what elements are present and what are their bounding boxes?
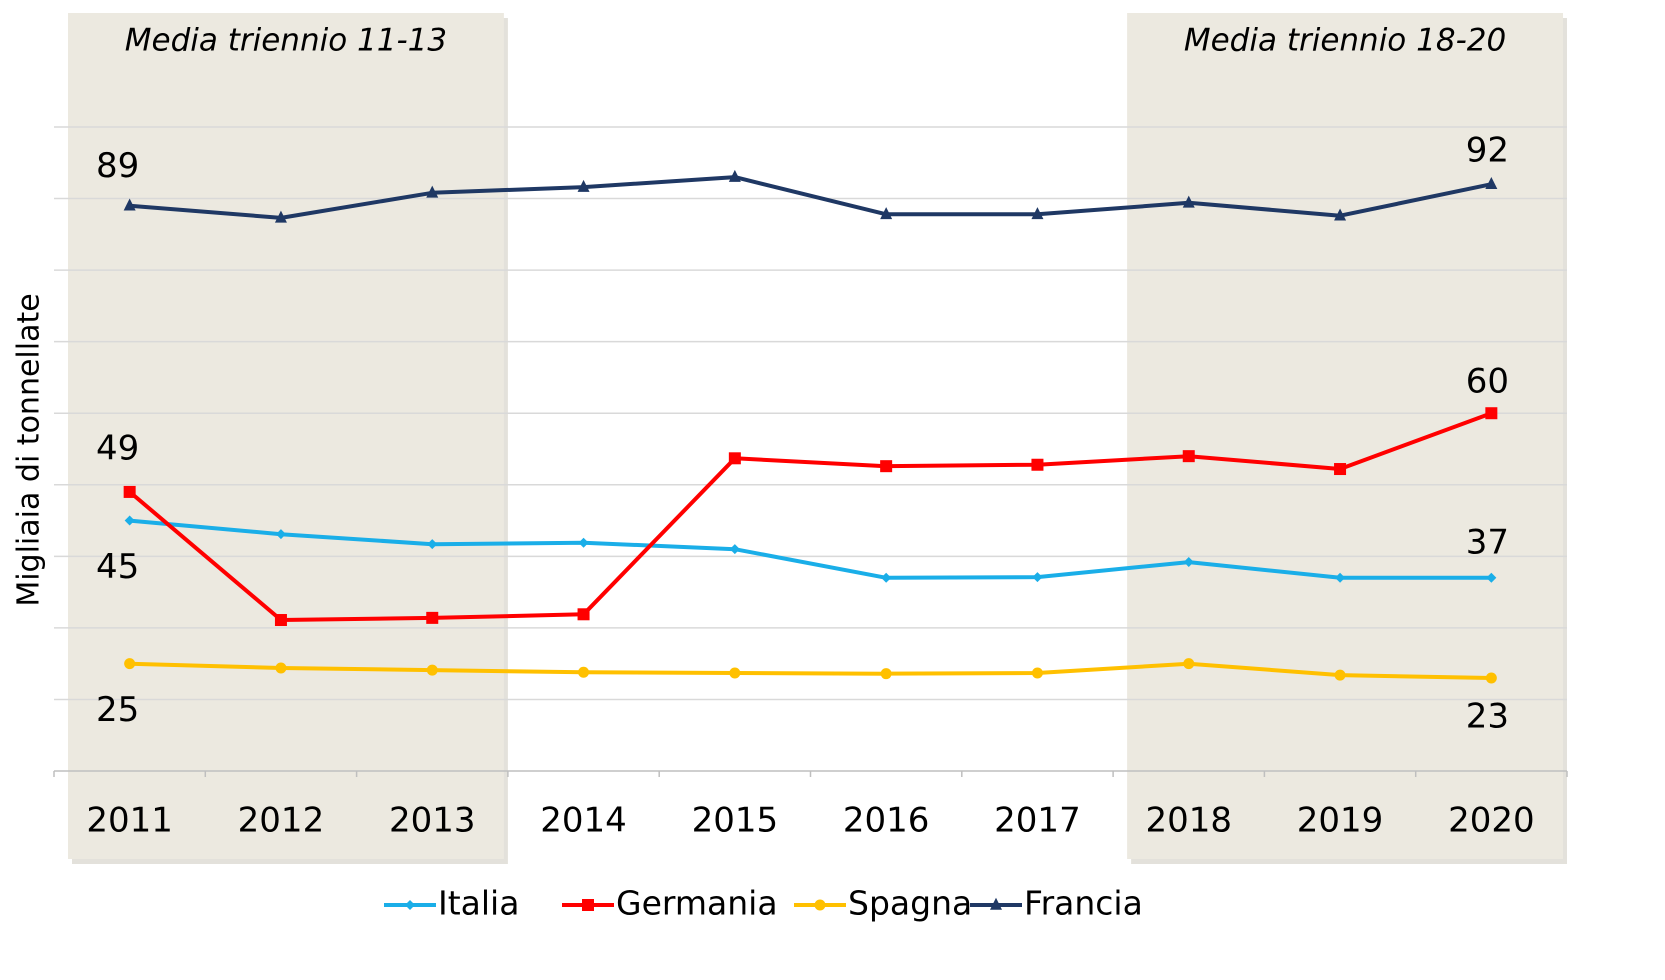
marker [1334, 669, 1346, 681]
marker [1486, 572, 1497, 583]
marker [577, 608, 590, 621]
marker [1182, 450, 1195, 463]
marker [1031, 207, 1044, 220]
series-line [129, 175, 1492, 220]
marker [124, 658, 136, 670]
marker [123, 485, 136, 498]
marker [1334, 208, 1347, 221]
marker [814, 899, 826, 911]
marker [275, 662, 287, 674]
marker [1032, 572, 1043, 583]
x-tick-label: 2011 [86, 801, 173, 841]
annotation: Media triennio 11-13 [125, 23, 447, 59]
legend-label: Spagna [848, 884, 972, 923]
marker [990, 897, 1002, 910]
marker [881, 572, 892, 583]
marker [426, 611, 439, 624]
legend-label: Germania [616, 884, 778, 923]
plot: 45 37 49 60 25 23 89 92 [96, 131, 1509, 737]
data-label: 60 [1466, 362, 1509, 402]
marker [123, 198, 136, 211]
marker [729, 667, 741, 679]
data-label: 37 [1466, 522, 1509, 562]
marker [274, 614, 287, 627]
series-line [129, 661, 1492, 680]
series-line [128, 411, 1493, 622]
legend: Italia Germania Spagna Francia [384, 884, 1143, 923]
shaded-band [68, 13, 504, 859]
x-tick-label: 2019 [1297, 801, 1384, 841]
marker [405, 900, 415, 910]
marker [728, 169, 741, 182]
data-label: 92 [1466, 131, 1509, 171]
x-tick-label: 2016 [843, 801, 930, 841]
marker [1183, 658, 1195, 670]
marker [729, 544, 740, 555]
marker [274, 210, 287, 223]
marker [426, 664, 438, 676]
data-label: 89 [96, 146, 139, 186]
marker [1334, 463, 1347, 476]
legend-label: Italia [438, 884, 519, 923]
x-tick-label: 2017 [994, 801, 1081, 841]
x-tick-label: 2020 [1448, 801, 1535, 841]
data-label: 45 [96, 547, 139, 587]
marker [427, 539, 438, 550]
marker [124, 515, 135, 526]
marker [582, 899, 594, 911]
series-line [129, 518, 1492, 580]
marker [1182, 195, 1195, 208]
legend-label: Francia [1024, 884, 1143, 923]
marker [1183, 557, 1194, 568]
shaded-bands: Media triennio 11-13 Media triennio 18-20 [68, 13, 1567, 864]
y-axis-label: Migliaia di tonnellate [12, 293, 47, 606]
data-label: 49 [96, 428, 139, 468]
marker [1031, 667, 1043, 679]
marker [1335, 572, 1346, 583]
marker [1485, 177, 1498, 190]
x-tick-label: 2015 [692, 801, 779, 841]
x-tick-label: 2014 [540, 801, 627, 841]
shaded-band [1127, 13, 1563, 859]
x-tick-label: 2018 [1145, 801, 1232, 841]
data-label: 23 [1466, 696, 1509, 736]
marker [1485, 407, 1498, 420]
marker [1485, 672, 1497, 684]
marker [880, 460, 893, 473]
marker [880, 207, 893, 220]
marker [275, 529, 286, 540]
annotation: Media triennio 18-20 [1184, 23, 1506, 59]
grid: 2011 2012 2013 2014 2015 2016 2017 2018 2019 2020 [53, 126, 1568, 841]
marker [426, 185, 439, 198]
marker [728, 452, 741, 465]
marker [880, 668, 892, 680]
marker [578, 537, 589, 548]
x-tick-label: 2012 [238, 801, 325, 841]
marker [578, 666, 590, 678]
marker [577, 179, 590, 192]
x-tick-label: 2013 [389, 801, 476, 841]
data-label: 25 [96, 690, 139, 730]
marker [1031, 458, 1044, 471]
